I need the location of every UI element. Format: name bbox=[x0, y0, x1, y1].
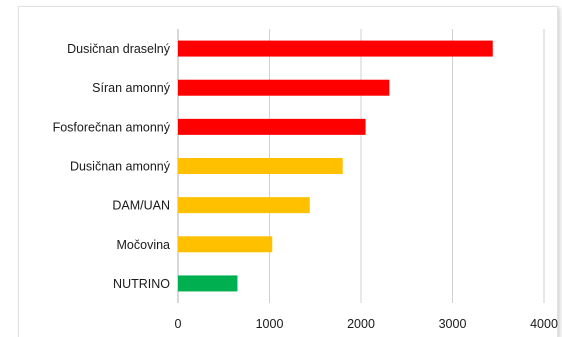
category-label: Močovina bbox=[117, 238, 171, 252]
bar bbox=[178, 118, 366, 135]
bar bbox=[178, 158, 343, 174]
bar bbox=[178, 40, 493, 57]
x-tick-label: 1000 bbox=[256, 317, 284, 331]
x-tick-label: 4000 bbox=[530, 317, 558, 331]
bar bbox=[178, 275, 238, 292]
category-label: Síran amonný bbox=[92, 81, 171, 95]
bar bbox=[178, 197, 310, 214]
category-label: DAM/UAN bbox=[112, 199, 170, 213]
x-tick-label: 3000 bbox=[439, 317, 467, 331]
category-label: Fosforečnan amonný bbox=[53, 120, 171, 134]
category-label: Dusičnan draselný bbox=[67, 42, 171, 56]
x-tick-label: 0 bbox=[175, 317, 182, 331]
x-tick-label: 2000 bbox=[347, 317, 375, 331]
bar bbox=[178, 79, 390, 96]
category-label: Dusičnan amonný bbox=[70, 160, 171, 174]
bar bbox=[178, 236, 273, 253]
category-label: NUTRINO bbox=[113, 277, 170, 291]
